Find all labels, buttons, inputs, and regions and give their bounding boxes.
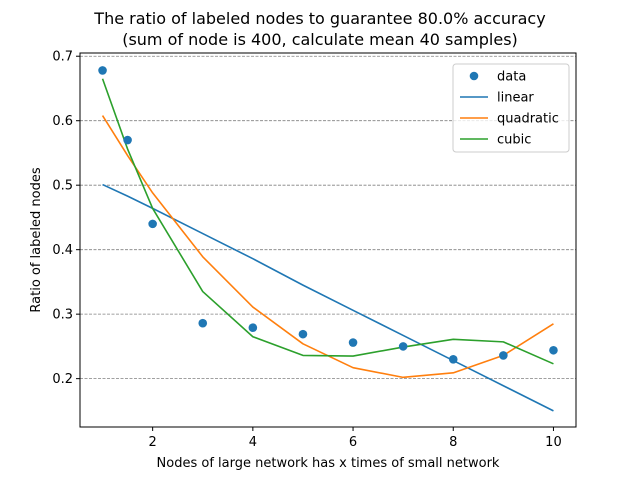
data-point: [248, 323, 258, 332]
x-tick-label: 8: [449, 435, 457, 450]
chart-title: The ratio of labeled nodes to guarantee …: [93, 9, 545, 28]
plot-series: [98, 66, 558, 412]
y-tick-label: 0.6: [52, 114, 73, 129]
chart-subtitle: (sum of node is 400, calculate mean 40 s…: [122, 30, 518, 49]
data-point: [198, 318, 208, 328]
y-tick-label: 0.4: [52, 243, 73, 258]
data-point: [98, 66, 107, 75]
y-tick-label: 0.2: [52, 372, 73, 387]
x-tick-label: 2: [149, 435, 157, 450]
data-point: [398, 342, 408, 351]
legend-marker-data: [469, 71, 479, 81]
y-axis-ticks: 0.2 0.3 0.4 0.5 0.6 0.7: [52, 50, 80, 387]
y-axis-label: Ratio of labeled nodes: [29, 167, 44, 312]
data-point: [123, 135, 132, 145]
series-line-linear: [102, 183, 554, 412]
y-tick-label: 0.7: [52, 50, 73, 65]
y-tick-label: 0.3: [52, 308, 73, 323]
data-point: [549, 345, 558, 355]
x-axis-ticks: 2 4 6 8 10: [149, 427, 562, 450]
legend-label-data: data: [497, 70, 526, 85]
data-point: [499, 351, 508, 360]
series-line-quadratic: [101, 115, 554, 379]
x-axis-label: Nodes of large network has x times of sm…: [157, 456, 500, 471]
data-point: [348, 338, 358, 347]
data-point: [148, 219, 157, 229]
legend-label-linear: linear: [497, 91, 534, 106]
x-tick-label: 10: [545, 435, 562, 450]
x-tick-label: 4: [249, 435, 257, 450]
legend-box: [452, 63, 570, 153]
series-line-cubic: [101, 78, 554, 365]
plot-frame: [79, 52, 577, 428]
legend-label-cubic: cubic: [497, 133, 531, 148]
data-point: [448, 354, 458, 364]
legend-label-quadratic: quadratic: [497, 112, 559, 127]
grid-lines: [80, 55, 576, 380]
y-tick-label: 0.5: [52, 179, 73, 194]
legend: data linear quadratic cubic: [452, 63, 570, 153]
data-point: [298, 329, 308, 339]
x-tick-label: 6: [349, 435, 357, 450]
